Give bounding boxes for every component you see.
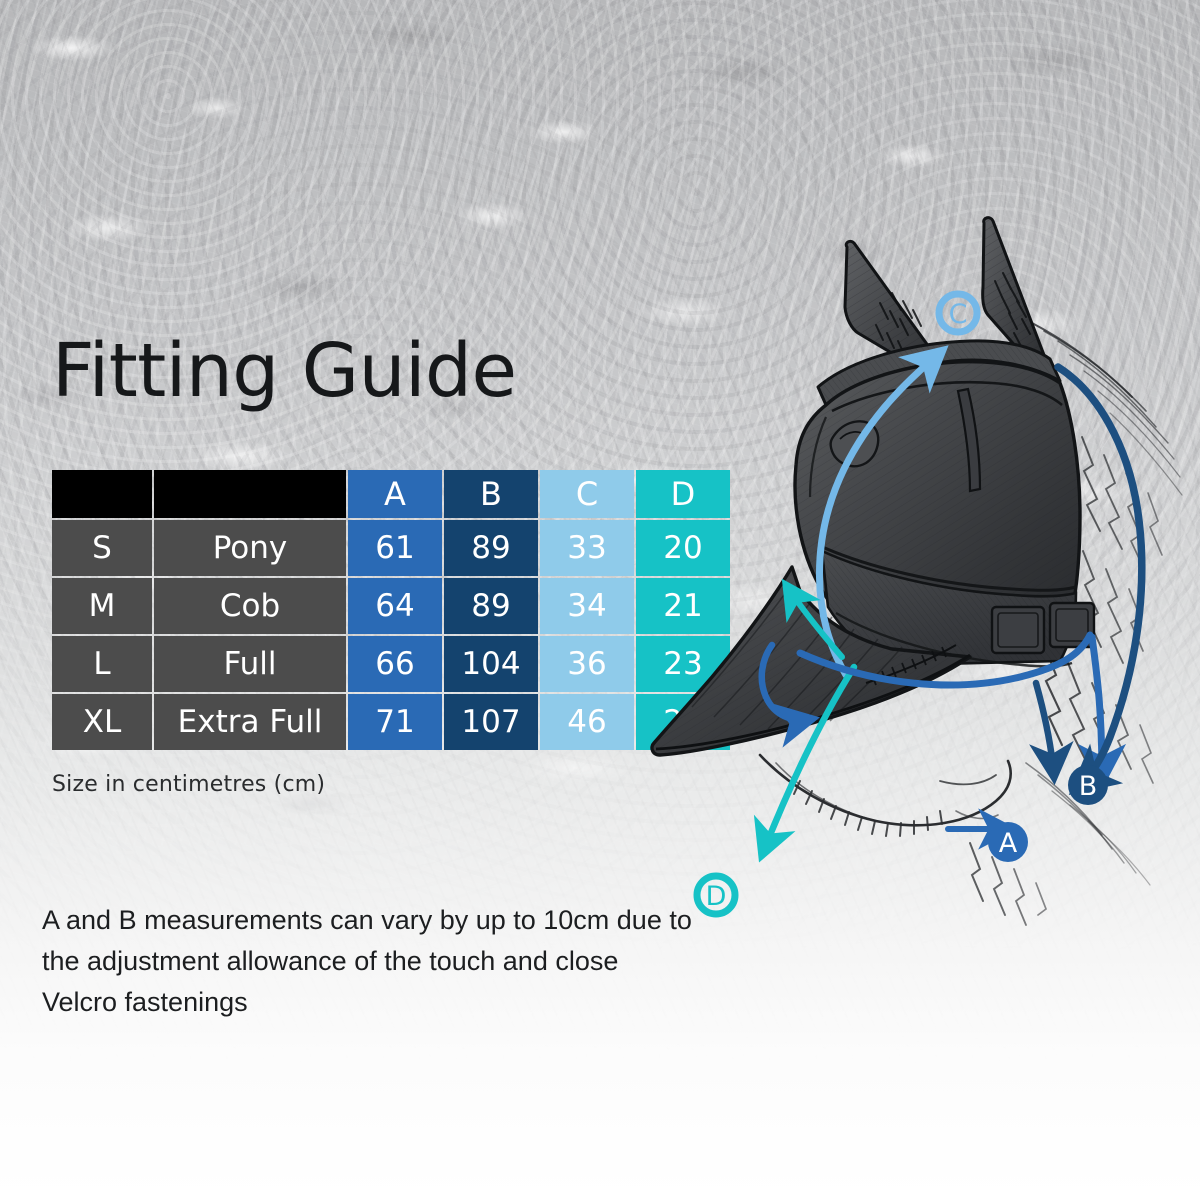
cell-a: 64 — [348, 578, 442, 634]
cell-b: 107 — [444, 694, 538, 750]
svg-text:A: A — [999, 828, 1018, 859]
measurement-arrow-d — [753, 578, 858, 863]
cell-b: 104 — [444, 636, 538, 692]
table-row: M Cob 64 89 34 21 — [52, 578, 730, 634]
table-row: XL Extra Full 71 107 46 25 — [52, 694, 730, 750]
horse-ear-left — [843, 239, 945, 380]
cell-c: 46 — [540, 694, 634, 750]
fly-mask-body — [793, 339, 1096, 668]
cell-size: L — [52, 636, 152, 692]
cell-size: S — [52, 520, 152, 576]
cell-a: 71 — [348, 694, 442, 750]
horse-fly-mask-illustration: C A B D — [640, 215, 1200, 935]
table-header-row: A B C D — [52, 470, 730, 518]
unit-note: Size in centimetres (cm) — [52, 772, 326, 797]
header-name-blank — [154, 470, 346, 518]
cell-b: 89 — [444, 578, 538, 634]
cell-name: Pony — [154, 520, 346, 576]
svg-text:B: B — [1079, 771, 1098, 802]
cell-a: 66 — [348, 636, 442, 692]
svg-text:C: C — [949, 299, 968, 330]
marker-a: A — [988, 822, 1028, 862]
svg-text:D: D — [706, 881, 727, 912]
table-row: L Full 66 104 36 23 — [52, 636, 730, 692]
cell-size: XL — [52, 694, 152, 750]
header-column-a: A — [348, 470, 442, 518]
measurement-arrow-b — [1029, 363, 1146, 796]
page-title: Fitting Guide — [52, 328, 517, 414]
cell-d: 20 — [636, 520, 730, 576]
header-column-d: D — [636, 470, 730, 518]
cell-name: Extra Full — [154, 694, 346, 750]
marker-c: C — [935, 290, 981, 336]
header-size-blank — [52, 470, 152, 518]
cell-name: Full — [154, 636, 346, 692]
horse-muzzle-sketch — [758, 753, 1012, 837]
header-column-b: B — [444, 470, 538, 518]
table-row: S Pony 61 89 33 20 — [52, 520, 730, 576]
marker-b: B — [1068, 765, 1108, 805]
size-chart-table: A B C D S Pony 61 89 33 20 M Cob 64 89 3… — [50, 468, 732, 752]
cell-c: 34 — [540, 578, 634, 634]
cell-a: 61 — [348, 520, 442, 576]
cell-name: Cob — [154, 578, 346, 634]
cell-c: 36 — [540, 636, 634, 692]
cell-d: 21 — [636, 578, 730, 634]
cell-size: M — [52, 578, 152, 634]
measurement-arrow-c — [816, 345, 949, 679]
marker-d: D — [693, 872, 739, 918]
cell-b: 89 — [444, 520, 538, 576]
cell-c: 33 — [540, 520, 634, 576]
header-column-c: C — [540, 470, 634, 518]
measurement-disclaimer: A and B measurements can vary by up to 1… — [42, 905, 692, 1017]
